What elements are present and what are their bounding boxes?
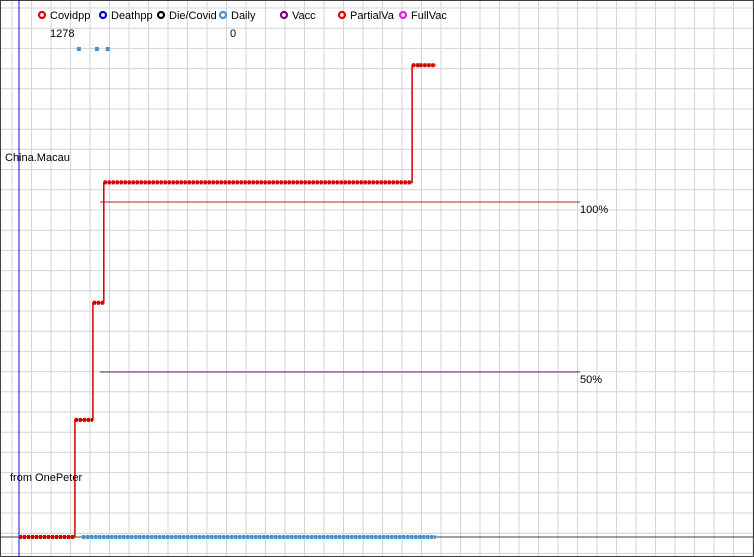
daily-peak-point	[76, 47, 81, 51]
legend-label-fullvac: FullVac	[411, 10, 447, 22]
legend-marker-covidpp	[37, 10, 47, 20]
reference-lines: 100% 50%	[100, 201, 608, 386]
reference-label-50: 50%	[580, 374, 602, 386]
legend-label-covidpp: Covidpp	[50, 10, 90, 22]
legend-label-daily: Daily	[231, 10, 256, 22]
legend-marker-partialva	[337, 10, 347, 20]
legend-marker-fullvac	[398, 10, 408, 20]
legend-marker-vacc	[279, 10, 289, 20]
legend-marker-deathpp	[98, 10, 108, 20]
legend-marker-diecovid	[156, 10, 166, 20]
series-layer	[19, 47, 436, 539]
legend-label-partialva: PartialVa	[350, 10, 395, 22]
chart-title: China.Macau	[5, 152, 70, 164]
reference-label-100: 100%	[580, 204, 608, 216]
daily-peak-point	[94, 47, 99, 51]
legend: Covidpp Deathpp Die/Covid Daily Vacc PartialV…	[37, 10, 447, 40]
legend-label-vacc: Vacc	[292, 10, 316, 22]
legend-label-deathpp: Deathpp	[111, 10, 153, 22]
legend-label-diecovid: Die/Covid	[169, 10, 217, 22]
daily-peak-point	[105, 47, 110, 51]
series-line-covidpp	[19, 64, 436, 538]
legend-value-daily: 0	[230, 28, 236, 40]
legend-marker-daily	[218, 10, 228, 20]
credit-label: from OnePeter	[10, 472, 82, 484]
legend-value-covidpp: 1278	[50, 28, 74, 40]
